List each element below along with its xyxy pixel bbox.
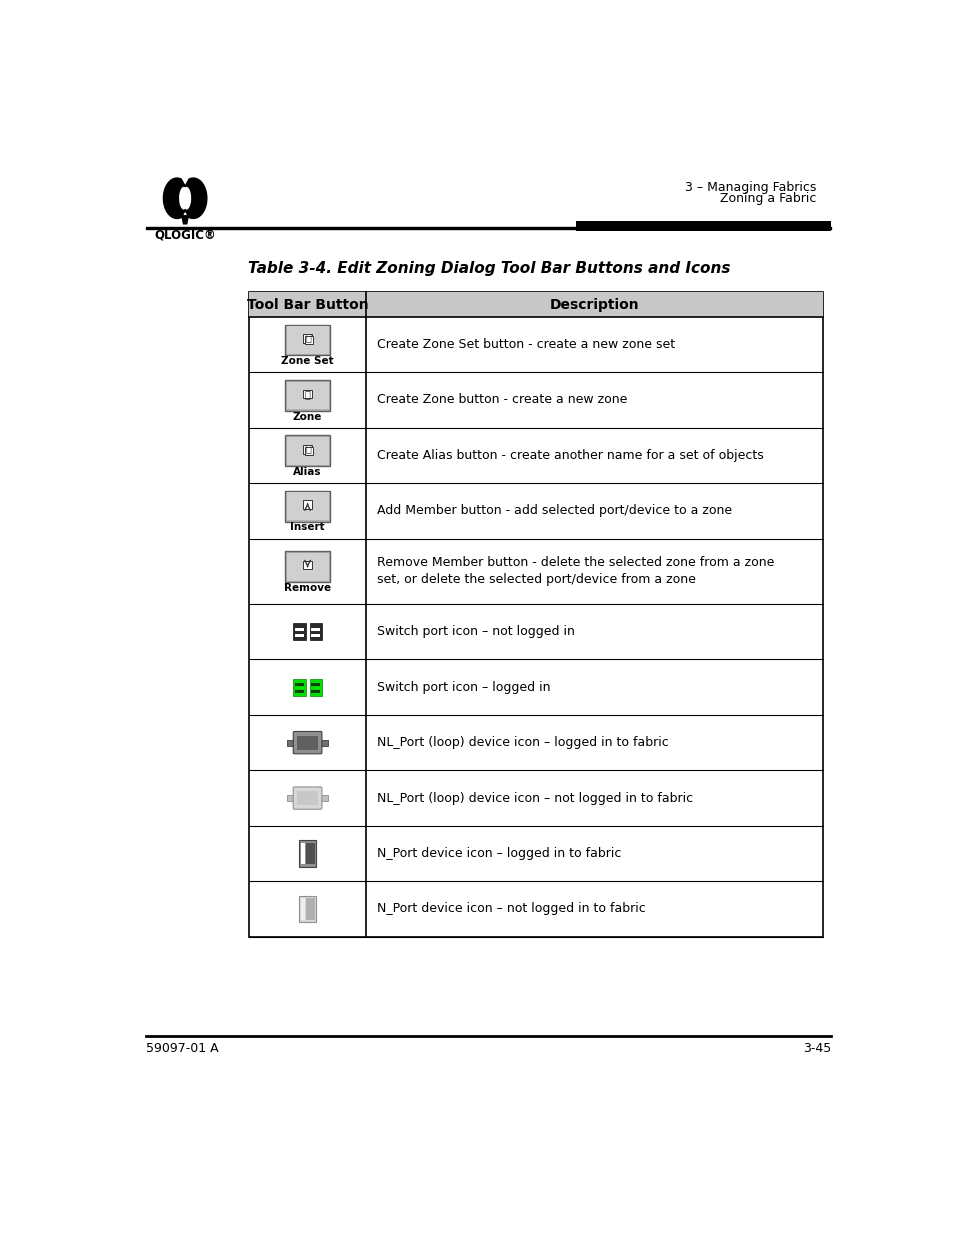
Bar: [286, 553, 328, 580]
Text: 59097-01 A: 59097-01 A: [146, 1042, 219, 1055]
Bar: [576, 221, 831, 231]
Text: Create Alias button - create another name for a set of objects: Create Alias button - create another nam…: [376, 450, 762, 462]
FancyBboxPatch shape: [293, 787, 321, 809]
Bar: [309, 679, 321, 695]
Bar: [311, 634, 319, 637]
FancyBboxPatch shape: [293, 731, 321, 753]
Bar: [294, 689, 303, 693]
Text: QLOGIC®: QLOGIC®: [154, 228, 215, 242]
Text: ⛓: ⛓: [305, 332, 311, 342]
Bar: [298, 895, 315, 923]
Text: Switch port icon – not logged in: Switch port icon – not logged in: [376, 625, 574, 638]
Bar: [285, 490, 330, 521]
Bar: [297, 792, 317, 805]
Text: ⛓: ⛓: [305, 443, 311, 453]
Text: Alias: Alias: [293, 467, 321, 477]
Text: N_Port device icon – logged in to fabric: N_Port device icon – logged in to fabric: [376, 847, 620, 860]
Text: Description: Description: [549, 298, 639, 311]
Bar: [303, 500, 312, 509]
Bar: [311, 627, 319, 631]
Bar: [303, 445, 312, 453]
Text: N_Port device icon – not logged in to fabric: N_Port device icon – not logged in to fa…: [376, 903, 644, 915]
Bar: [294, 683, 303, 687]
Bar: [287, 795, 294, 802]
Bar: [306, 898, 314, 920]
Text: set, or delete the selected port/device from a zone: set, or delete the selected port/device …: [376, 573, 695, 587]
Polygon shape: [185, 178, 207, 219]
Bar: [286, 437, 328, 464]
Bar: [287, 740, 294, 746]
Text: NL_Port (loop) device icon – not logged in to fabric: NL_Port (loop) device icon – not logged …: [376, 792, 692, 804]
Bar: [285, 551, 330, 582]
Bar: [305, 447, 313, 454]
Bar: [311, 683, 319, 687]
Text: 3 – Managing Fabrics: 3 – Managing Fabrics: [684, 180, 815, 194]
Polygon shape: [182, 216, 188, 224]
Text: Switch port icon – logged in: Switch port icon – logged in: [376, 680, 550, 694]
Polygon shape: [163, 178, 185, 219]
Text: Zone Set: Zone Set: [281, 356, 334, 366]
Bar: [294, 627, 303, 631]
Bar: [320, 740, 328, 746]
Bar: [303, 389, 312, 398]
Bar: [306, 842, 314, 864]
Bar: [293, 679, 305, 695]
Bar: [320, 795, 328, 802]
Bar: [298, 841, 315, 867]
Bar: [303, 335, 312, 342]
Bar: [293, 624, 305, 640]
Text: Create Zone button - create a new zone: Create Zone button - create a new zone: [376, 394, 626, 406]
Text: Tool Bar Button: Tool Bar Button: [247, 298, 368, 311]
Bar: [294, 634, 303, 637]
Text: 3-45: 3-45: [802, 1042, 831, 1055]
Text: ⎕: ⎕: [304, 389, 310, 399]
Bar: [286, 326, 328, 353]
Bar: [297, 736, 317, 750]
Bar: [286, 493, 328, 520]
Text: NL_Port (loop) device icon – logged in to fabric: NL_Port (loop) device icon – logged in t…: [376, 736, 668, 750]
Text: Create Zone Set button - create a new zone set: Create Zone Set button - create a new zo…: [376, 338, 674, 351]
Bar: [285, 436, 330, 466]
Bar: [285, 325, 330, 356]
Text: Add Member button - add selected port/device to a zone: Add Member button - add selected port/de…: [376, 504, 731, 517]
Bar: [309, 624, 321, 640]
Bar: [311, 689, 319, 693]
Text: Insert: Insert: [290, 522, 325, 532]
Bar: [305, 336, 313, 345]
Bar: [249, 293, 822, 317]
Bar: [300, 842, 305, 864]
Text: Remove Member button - delete the selected zone from a zone: Remove Member button - delete the select…: [376, 556, 773, 569]
Bar: [286, 382, 328, 409]
Text: Zoning a Fabric: Zoning a Fabric: [719, 193, 815, 205]
Bar: [249, 293, 822, 936]
Bar: [303, 561, 312, 569]
Text: Table 3-4. Edit Zoning Dialog Tool Bar Buttons and Icons: Table 3-4. Edit Zoning Dialog Tool Bar B…: [248, 262, 729, 277]
Bar: [285, 380, 330, 411]
Text: Remove: Remove: [284, 583, 331, 593]
Text: Zone: Zone: [293, 411, 322, 421]
Bar: [300, 898, 305, 920]
